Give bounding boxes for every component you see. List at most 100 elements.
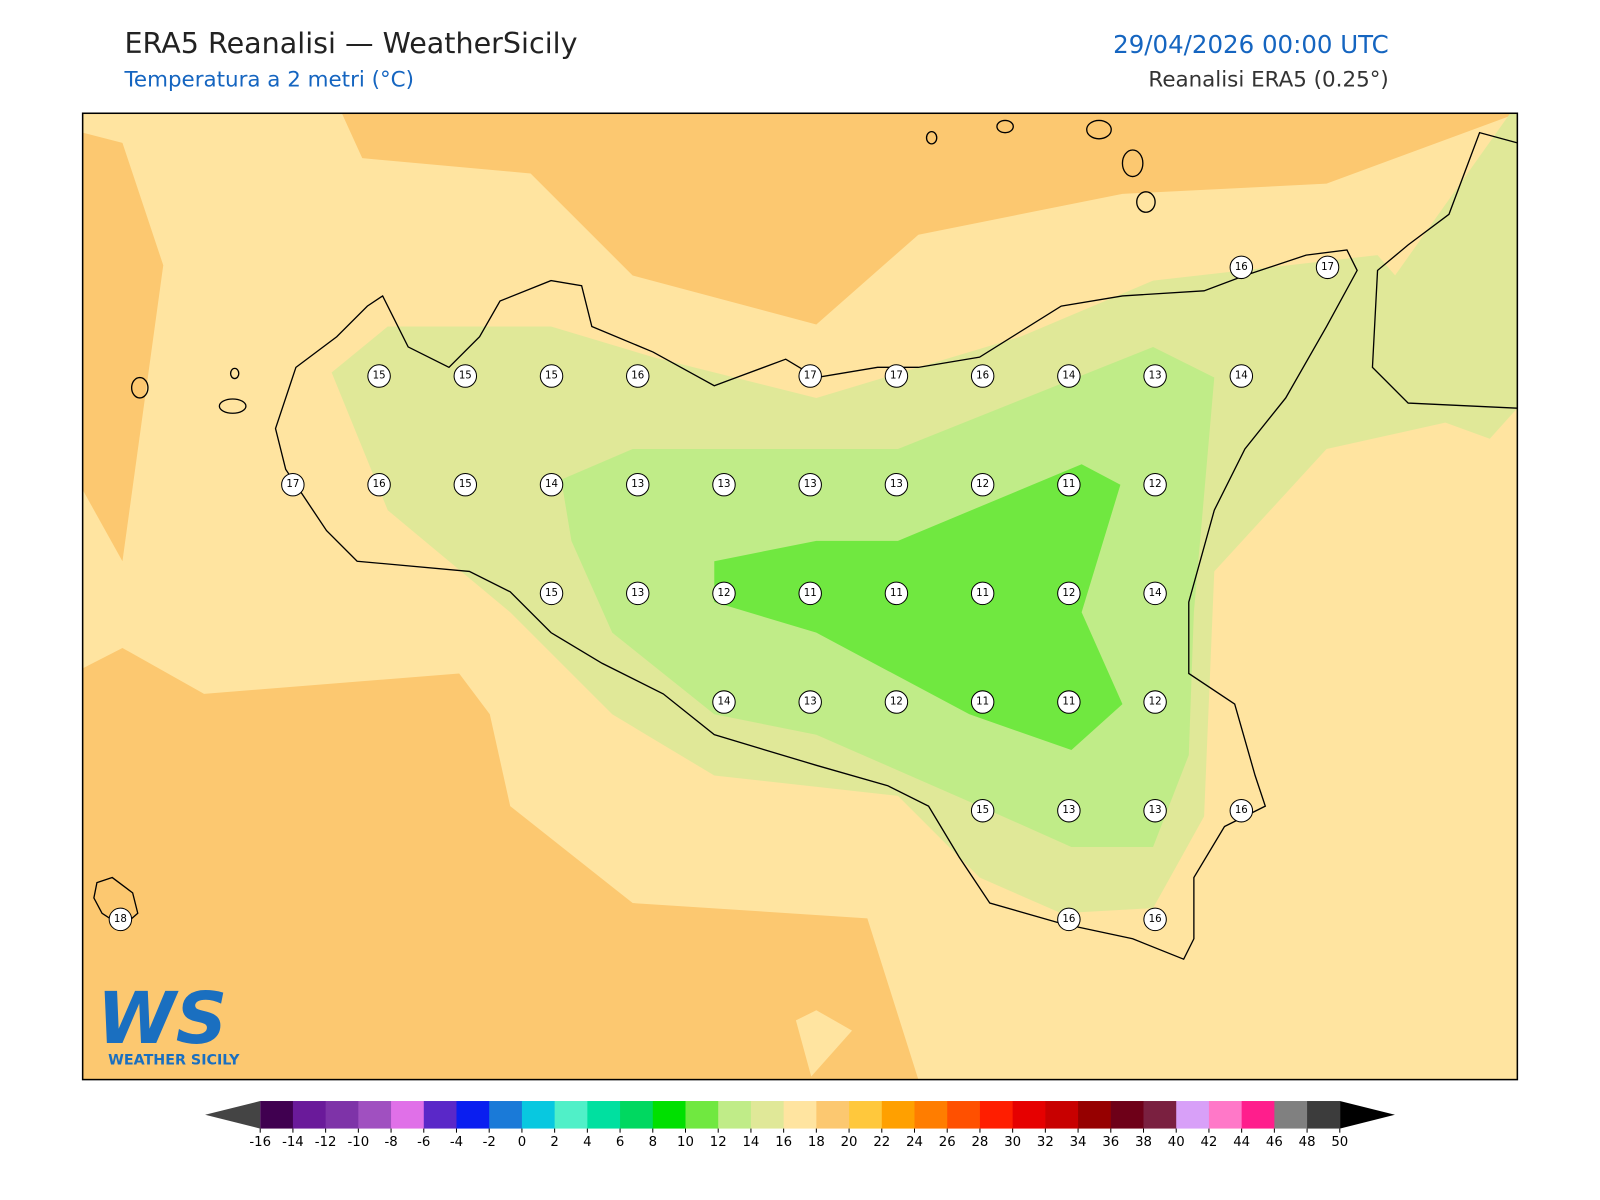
colorbar-swatch (947, 1101, 981, 1129)
colorbar-swatch (260, 1101, 294, 1129)
colorbar-tick-label: 40 (1168, 1135, 1185, 1150)
station: 13 (1057, 798, 1081, 823)
colorbar-tick-label: 32 (1037, 1135, 1054, 1150)
station-value: 15 (459, 479, 472, 490)
colorbar-swatch (325, 1101, 359, 1129)
colorbar-tick-label: 36 (1102, 1135, 1119, 1150)
field-cold (714, 464, 1123, 750)
station: 16 (1229, 798, 1254, 823)
station: 12 (884, 690, 909, 714)
station-value: 13 (1149, 805, 1162, 816)
station-value: 14 (1062, 371, 1075, 382)
colorbar-tick-label: 34 (1070, 1135, 1087, 1150)
station-value: 15 (459, 371, 472, 382)
station-marker (1143, 907, 1167, 932)
colorbar-swatch (652, 1101, 687, 1129)
station: 14 (712, 690, 736, 714)
colorbar-swatch (1208, 1101, 1243, 1129)
colorbar-tick-label: 48 (1299, 1135, 1316, 1150)
station-marker (1057, 690, 1081, 714)
colorbar-tick-label: -14 (282, 1135, 304, 1150)
colorbar-swatch (881, 1101, 916, 1129)
station: 13 (1143, 364, 1167, 388)
station: 11 (970, 690, 995, 714)
station-marker (1057, 364, 1081, 388)
station: 15 (453, 472, 478, 497)
station-value: 14 (717, 697, 730, 708)
station-marker (367, 472, 391, 497)
station: 12 (712, 581, 736, 606)
station-marker (884, 690, 909, 714)
colorbar: -16 -14 -12 -10 -8 -6 -4 -2 0 2 4 6 8 10 12 14 16 18 20 22 2… (205, 1101, 1395, 1150)
colorbar-swatch (1012, 1101, 1046, 1129)
station-marker (1229, 255, 1254, 280)
station: 16 (626, 364, 650, 388)
colorbar-tick-label: -10 (348, 1135, 370, 1150)
colorbar-tick-label: 38 (1135, 1135, 1152, 1150)
station: 11 (1057, 472, 1081, 497)
colorbar-swatch (1143, 1101, 1177, 1129)
station-value: 13 (804, 479, 817, 490)
colorbar-tick-label: 2 (550, 1135, 558, 1150)
colorbar-swatch (620, 1101, 654, 1129)
station: 13 (712, 472, 736, 497)
station-value: 15 (373, 371, 386, 382)
colorbar-swatch (849, 1101, 883, 1129)
station-value: 17 (286, 479, 299, 490)
station-value: 11 (1062, 479, 1075, 490)
colorbar-tick-label: 18 (808, 1135, 825, 1150)
station-marker (626, 364, 650, 388)
colorbar-tick-label: 28 (971, 1135, 988, 1150)
station: 14 (1057, 364, 1081, 388)
station: 11 (1057, 690, 1081, 714)
station-marker (884, 581, 909, 606)
station-value: 16 (373, 479, 386, 490)
station: 13 (1143, 798, 1167, 823)
station-marker (970, 581, 995, 606)
colorbar-tick-label: 16 (775, 1135, 792, 1150)
colorbar-tick-label: -8 (384, 1135, 397, 1150)
station-marker (626, 581, 650, 606)
station-marker (1315, 255, 1340, 280)
station-marker (798, 690, 822, 714)
station-value: 13 (631, 479, 644, 490)
station-marker (1143, 472, 1167, 497)
station: 13 (798, 690, 822, 714)
colorbar-swatch (358, 1101, 392, 1129)
station-value: 12 (976, 479, 989, 490)
station-marker (1229, 798, 1254, 823)
station-value: 17 (1321, 262, 1334, 273)
station-value: 13 (1149, 371, 1162, 382)
station-value: 13 (631, 588, 644, 599)
station: 15 (367, 364, 391, 388)
station: 14 (1229, 364, 1254, 388)
station-value: 11 (804, 588, 817, 599)
logo-name: WEATHER SICILY (108, 1052, 240, 1068)
station: 12 (1143, 690, 1167, 714)
station: 16 (1229, 255, 1254, 280)
station: 17 (1315, 255, 1340, 280)
station-marker (712, 581, 736, 606)
station-value: 12 (890, 697, 903, 708)
station: 11 (970, 581, 995, 606)
station-value: 15 (976, 805, 989, 816)
station-marker (539, 581, 564, 606)
station: 13 (884, 472, 909, 497)
colorbar-tick-label: -16 (249, 1135, 271, 1150)
station-marker (1143, 690, 1167, 714)
station-value: 12 (1062, 588, 1075, 599)
colorbar-swatch (1078, 1101, 1112, 1129)
station: 16 (1057, 907, 1081, 932)
station-value: 11 (1062, 697, 1075, 708)
colorbar-swatch (1045, 1101, 1079, 1129)
station-value: 11 (976, 697, 989, 708)
station-marker (798, 364, 822, 388)
station-value: 14 (1235, 371, 1248, 382)
station-marker (539, 364, 564, 388)
station-value: 15 (545, 371, 558, 382)
colorbar-tick-label: 12 (710, 1135, 727, 1150)
station: 16 (970, 364, 995, 388)
station-value: 11 (890, 588, 903, 599)
station: 12 (1057, 581, 1081, 606)
